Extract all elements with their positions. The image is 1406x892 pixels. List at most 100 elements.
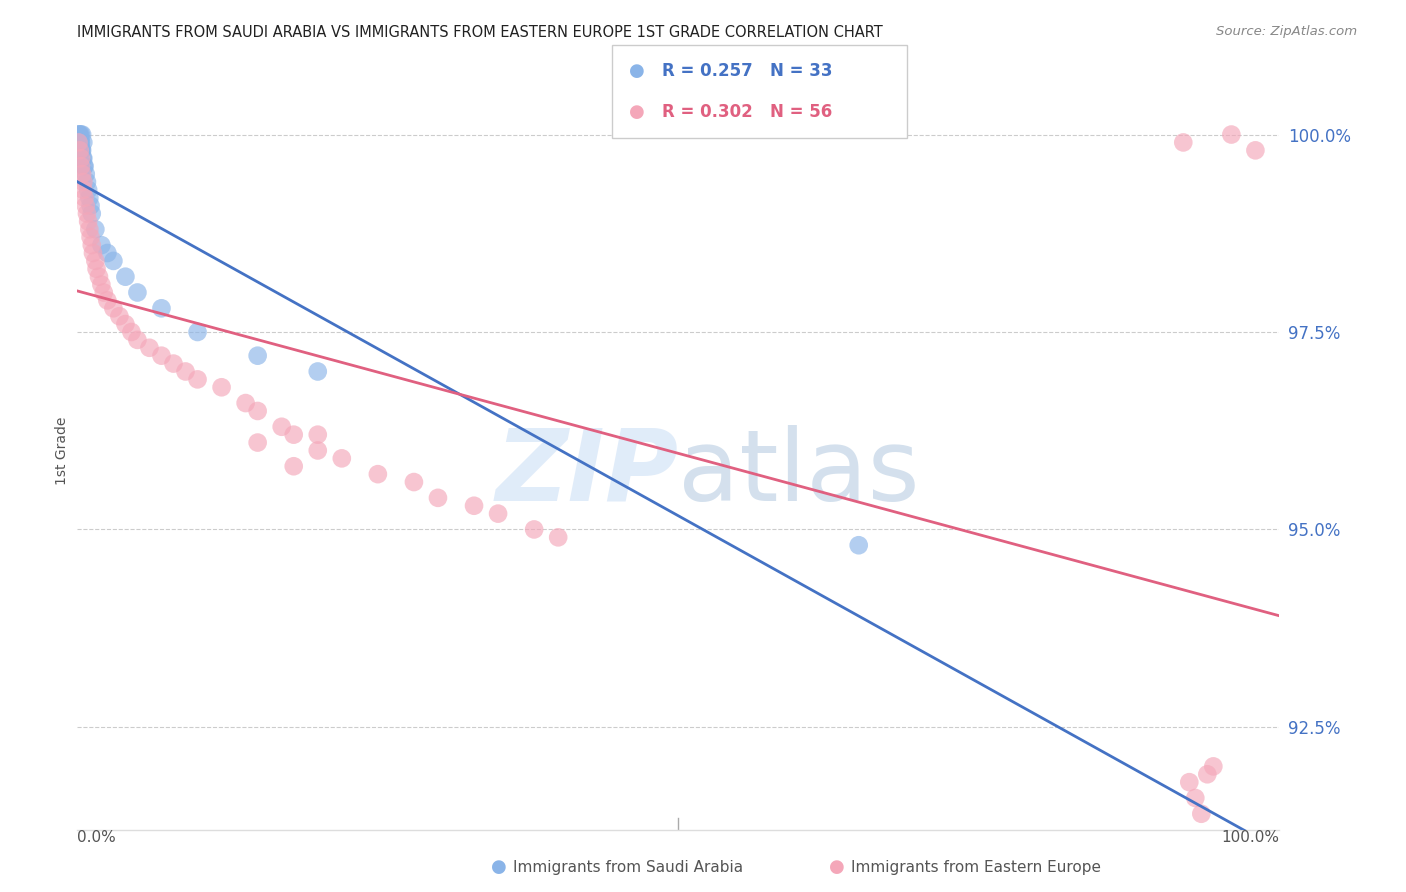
Point [73,191,96,205]
Point [1244,144,1267,158]
Point [120,325,142,339]
Point [84,222,107,236]
Text: atlas: atlas [679,425,920,522]
Point [77,183,100,197]
Point [96,293,118,308]
Point [72,151,94,165]
Point [70,144,93,158]
Point [70,128,93,142]
Point [547,530,569,544]
Point [523,523,546,537]
Text: Immigrants from Saudi Arabia: Immigrants from Saudi Arabia [513,860,744,874]
Point [93,285,115,300]
Point [86,261,108,276]
Point [270,419,292,434]
Point [76,175,98,189]
Point [72,175,94,189]
Point [69,136,91,150]
Point [127,285,149,300]
Point [77,214,100,228]
Point [70,144,93,158]
Point [75,167,97,181]
Point [283,459,305,474]
Point [76,206,98,220]
Point [174,364,197,378]
Point [90,238,112,252]
Text: Immigrants from Eastern Europe: Immigrants from Eastern Europe [851,860,1101,874]
Point [138,341,160,355]
Point [79,199,101,213]
Point [283,427,305,442]
Point [427,491,450,505]
Point [114,269,136,284]
Point [75,199,97,213]
Point [69,144,91,158]
Text: ●: ● [491,858,508,876]
Point [367,467,389,482]
Point [79,191,101,205]
Point [90,277,112,292]
Point [67,128,90,142]
Point [162,357,184,371]
Point [307,427,329,442]
Point [70,167,93,181]
Point [69,128,91,142]
Point [72,151,94,165]
Point [848,538,870,552]
Text: R = 0.257   N = 33: R = 0.257 N = 33 [662,62,832,79]
Point [463,499,485,513]
Point [127,333,149,347]
Text: ●: ● [628,62,645,79]
Point [1189,806,1212,821]
Point [114,317,136,331]
Text: IMMIGRANTS FROM SAUDI ARABIA VS IMMIGRANTS FROM EASTERN EUROPE 1ST GRADE CORRELA: IMMIGRANTS FROM SAUDI ARABIA VS IMMIGRAN… [77,25,883,40]
Text: ●: ● [828,858,845,876]
Point [186,325,209,339]
Point [70,128,93,142]
Point [330,451,353,466]
Point [96,246,118,260]
Point [246,404,269,418]
Point [246,349,269,363]
Point [1173,136,1195,150]
Point [186,372,209,386]
Text: R = 0.302   N = 56: R = 0.302 N = 56 [662,103,832,121]
Point [70,151,93,165]
Point [69,136,91,150]
Point [80,206,103,220]
Point [67,128,90,142]
Text: 0.0%: 0.0% [77,830,117,845]
Point [1202,759,1225,773]
Text: 100.0%: 100.0% [1222,830,1279,845]
Point [70,159,93,173]
Point [103,301,125,316]
Point [70,136,93,150]
Point [84,253,107,268]
Y-axis label: 1st Grade: 1st Grade [55,417,69,484]
Point [150,301,173,316]
Point [87,269,110,284]
Point [307,443,329,458]
Text: Source: ZipAtlas.com: Source: ZipAtlas.com [1216,25,1357,38]
Point [235,396,257,410]
Point [79,230,101,244]
Point [67,136,90,150]
Point [82,246,104,260]
Point [108,309,131,323]
Point [1220,128,1243,142]
Text: ●: ● [628,103,645,121]
Point [73,159,96,173]
Point [1197,767,1219,781]
Point [246,435,269,450]
Point [73,159,96,173]
Text: ZIP: ZIP [495,425,679,522]
Point [103,253,125,268]
Point [80,238,103,252]
Point [1178,775,1201,789]
Point [70,144,93,158]
Point [150,349,173,363]
Point [307,364,329,378]
Point [486,507,509,521]
Point [1184,791,1206,805]
Point [211,380,233,394]
